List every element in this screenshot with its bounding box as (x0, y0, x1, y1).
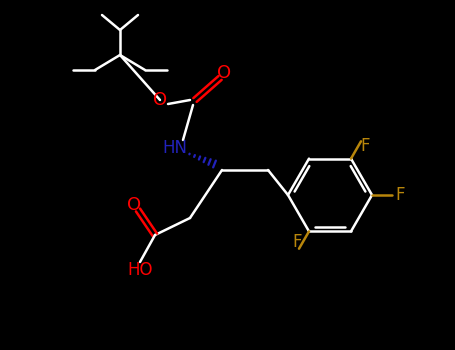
Text: HO: HO (127, 261, 153, 279)
Text: F: F (395, 186, 405, 204)
Text: O: O (127, 196, 141, 214)
Text: HN: HN (162, 139, 187, 157)
Text: O: O (217, 64, 231, 82)
Text: F: F (360, 137, 370, 155)
Text: F: F (292, 233, 302, 251)
Text: O: O (153, 91, 167, 109)
